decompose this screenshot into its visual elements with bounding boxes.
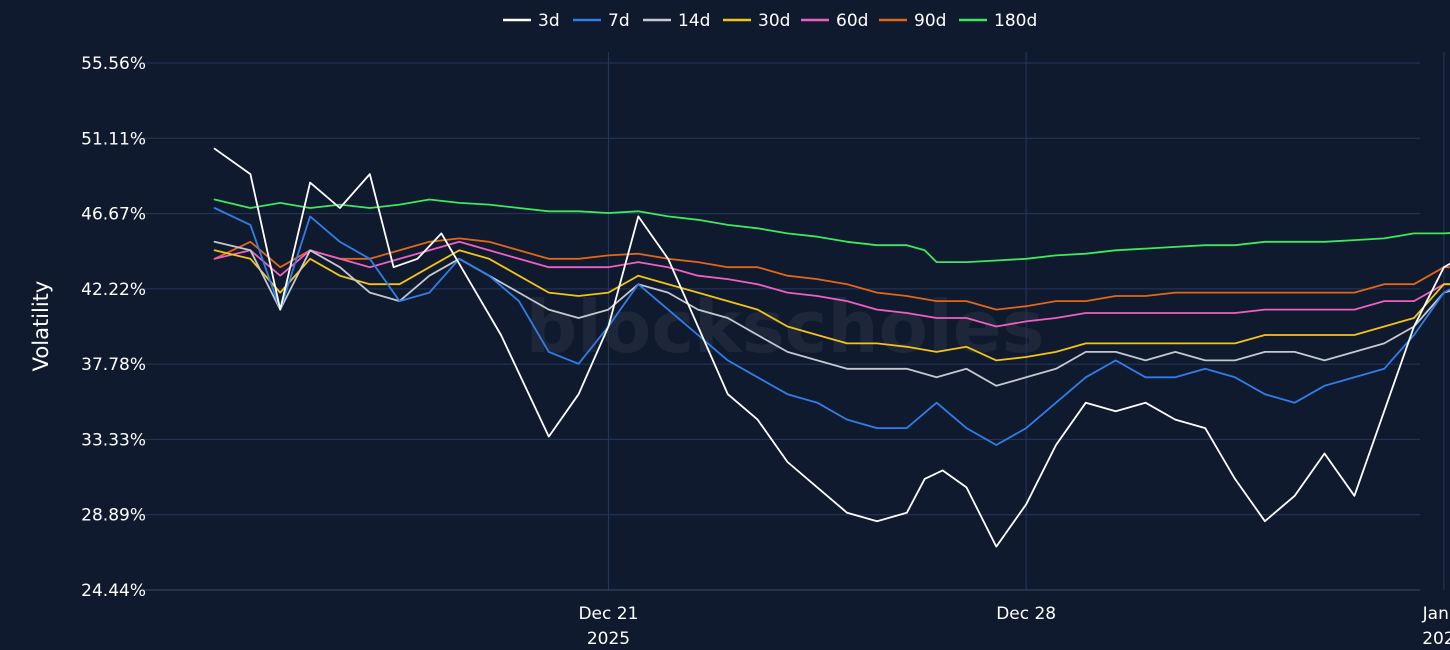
legend-label: 3d: [538, 11, 560, 31]
legend-item-3d[interactable]: 3d: [503, 11, 560, 31]
y-tick-label: 51.11%: [81, 129, 146, 149]
series-line-30d: [213, 249, 1450, 362]
series-layer: [213, 147, 1450, 548]
series-line-14d: [213, 240, 1450, 387]
legend-item-60d[interactable]: 60d: [801, 11, 868, 31]
x-tick-label: Jan 4: [1422, 604, 1450, 624]
y-axis-label: Volatility: [29, 281, 53, 372]
y-tick-label: 42.22%: [81, 280, 146, 300]
legend-label: 14d: [678, 11, 710, 31]
legend-item-30d[interactable]: 30d: [723, 11, 790, 31]
y-tick-label: 24.44%: [81, 581, 146, 601]
y-tick-label: 55.56%: [81, 54, 146, 74]
watermark-text: blockscholes: [526, 285, 1045, 369]
legend-label: 180d: [994, 11, 1037, 31]
legend-item-14d[interactable]: 14d: [643, 11, 710, 31]
y-tick-label: 37.78%: [81, 355, 146, 375]
y-tick-label: 28.89%: [81, 506, 146, 526]
grid: [143, 52, 1445, 591]
legend-label: 60d: [836, 11, 868, 31]
legend-label: 90d: [914, 11, 946, 31]
legend-label: 30d: [758, 11, 790, 31]
x-tick-year-label: 2026: [1422, 629, 1450, 649]
series-line-60d: [213, 240, 1450, 328]
series-line-180d: [213, 198, 1450, 263]
x-tick-label: Dec 21: [578, 604, 638, 624]
legend-item-180d[interactable]: 180d: [959, 11, 1037, 31]
series-line-7d: [213, 207, 1450, 446]
series-line-90d: [213, 237, 1450, 311]
legend-item-7d[interactable]: 7d: [573, 11, 630, 31]
legend[interactable]: 3d 7d 14d 30d 60d 90d 180d: [503, 11, 1037, 31]
y-axis: 55.56% 51.11% 46.67% 42.22% 37.78% 33.33% 28.8…: [81, 54, 146, 601]
series-line-3d: [213, 147, 1450, 548]
y-tick-label: 46.67%: [81, 205, 146, 225]
legend-item-90d[interactable]: 90d: [879, 11, 946, 31]
x-tick-label: Dec 28: [996, 604, 1056, 624]
x-tick-year-label: 2025: [587, 629, 630, 649]
legend-label: 7d: [608, 11, 630, 31]
y-tick-label: 33.33%: [81, 430, 146, 450]
